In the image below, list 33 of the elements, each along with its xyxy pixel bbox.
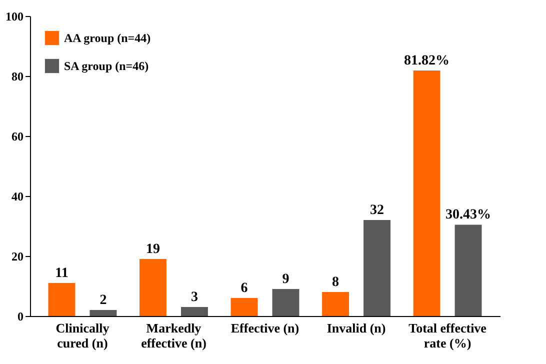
bar <box>90 310 117 316</box>
data-label: 30.43% <box>446 208 492 223</box>
bar <box>322 292 350 316</box>
bar <box>272 289 300 316</box>
bar <box>413 70 440 316</box>
legend-label: AA group (n=44) <box>64 31 151 45</box>
bar <box>140 259 166 316</box>
data-label: 2 <box>100 293 107 308</box>
bar <box>230 298 258 316</box>
y-tick-label: 40 <box>12 190 24 204</box>
x-tick-label: Markedly effective (n) <box>141 320 206 350</box>
y-tick-label: 0 <box>18 310 24 324</box>
bar <box>454 224 482 316</box>
x-tick-label: Invalid (n) <box>326 320 386 336</box>
bar <box>48 283 76 316</box>
x-tick-label: Effective (n) <box>230 320 300 336</box>
data-label: 81.82% <box>404 54 450 69</box>
bar <box>364 220 390 316</box>
y-tick-label: 60 <box>12 130 24 144</box>
y-tick-label: 100 <box>6 10 24 24</box>
data-label: 19 <box>146 242 160 257</box>
legend-label: SA group (n=46) <box>64 59 149 73</box>
data-label: 11 <box>55 266 68 281</box>
y-tick-label: 20 <box>12 250 24 264</box>
data-label: 6 <box>240 281 248 296</box>
data-label: 9 <box>282 272 290 287</box>
x-tick-label: Total effective rate (%) <box>408 320 487 350</box>
x-tick-label: Clinically cured (n) <box>56 320 110 350</box>
data-label: 8 <box>332 275 340 290</box>
data-label: 32 <box>370 203 384 218</box>
data-label: 3 <box>190 290 198 305</box>
bar <box>180 307 208 316</box>
y-tick-label: 80 <box>12 70 24 84</box>
